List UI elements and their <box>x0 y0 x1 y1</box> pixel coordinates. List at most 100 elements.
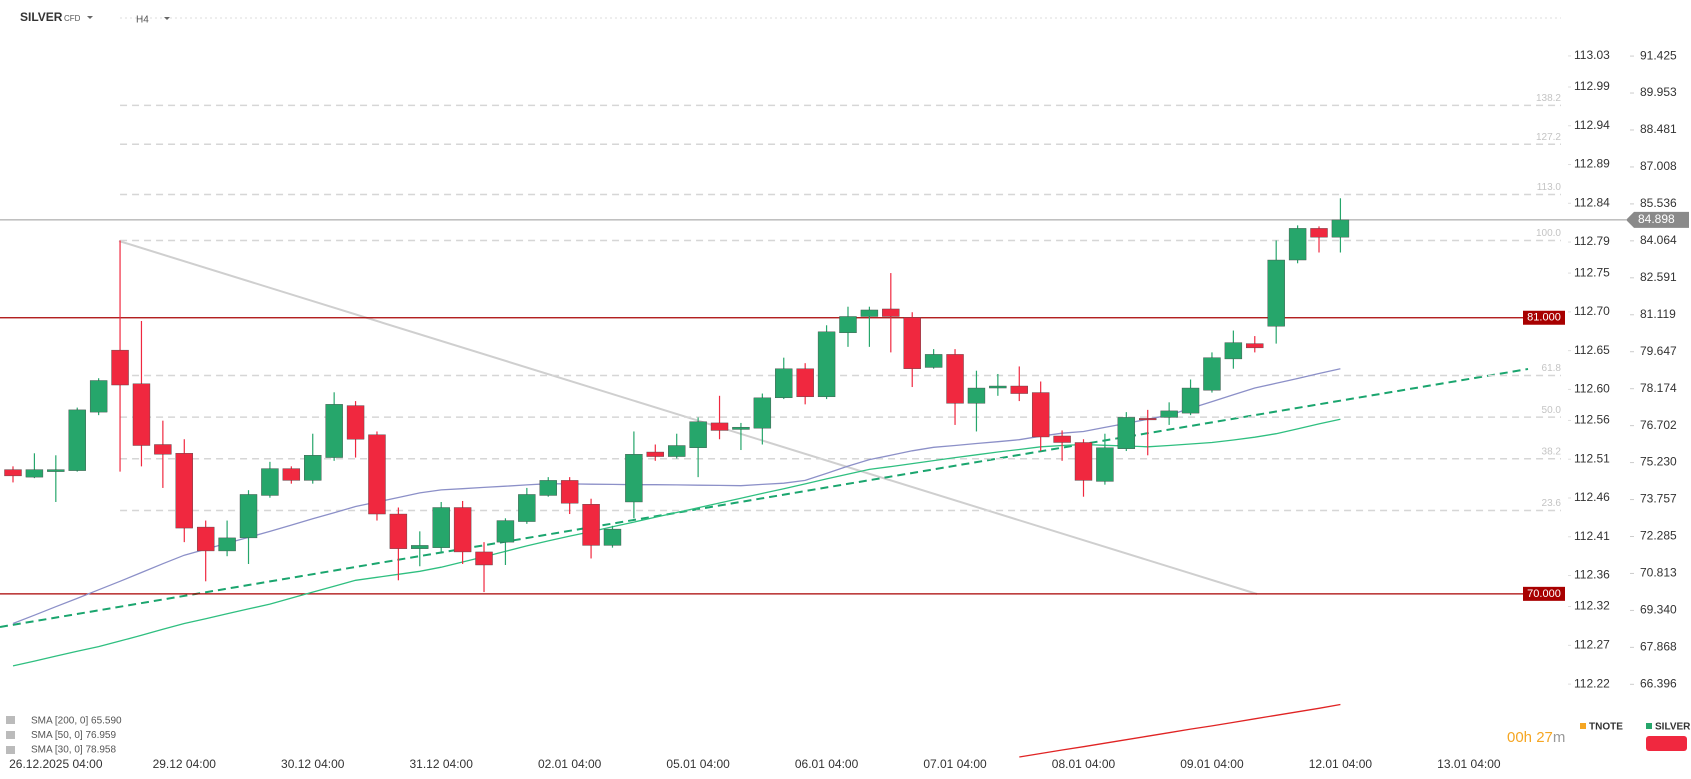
candle-body <box>796 368 814 398</box>
y2-tick-label: 112.32 <box>1574 599 1610 613</box>
trend-tool[interactable] <box>0 368 1529 628</box>
y-tick-label: 73.757 <box>1640 492 1677 506</box>
y-tick-label: 70.813 <box>1640 566 1677 580</box>
candle-body <box>882 308 900 317</box>
candle-body <box>924 354 943 368</box>
candle-body <box>1053 435 1071 443</box>
y2-tick-label: 112.75 <box>1574 265 1610 279</box>
candle-body <box>47 469 65 472</box>
candle-body <box>175 453 193 529</box>
y-tick-label: 78.174 <box>1640 381 1677 395</box>
symbol-chip-label: TNOTE <box>1589 722 1623 733</box>
candle-body <box>710 422 729 431</box>
candle-body <box>1288 228 1307 261</box>
candle-body <box>1181 387 1200 414</box>
candle-body <box>196 526 215 552</box>
candle-body <box>389 513 408 549</box>
candle-body <box>560 480 579 504</box>
symbol-dropdown[interactable] <box>87 16 93 19</box>
candle-body <box>304 455 322 481</box>
y2-tick-label: 112.36 <box>1574 568 1610 582</box>
y-tick-label: 66.396 <box>1640 676 1677 690</box>
y-tick-label: 88.481 <box>1640 122 1677 136</box>
symbol-chip-label: SILVER <box>1655 722 1691 733</box>
y2-tick-label: 112.89 <box>1574 157 1610 171</box>
x-tick-label: 02.01 04:00 <box>538 757 602 771</box>
countdown: 00h 27m <box>1507 729 1565 746</box>
level-badge <box>1523 310 1565 325</box>
candle-body <box>325 404 343 458</box>
candle-body <box>1031 392 1050 438</box>
candle-body <box>518 494 536 522</box>
y-tick-label: 79.647 <box>1640 344 1677 358</box>
symbol-chip <box>1646 723 1652 729</box>
legend-icon[interactable] <box>6 731 15 739</box>
y-tick-label: 82.591 <box>1640 270 1677 284</box>
symbol[interactable]: SILVER <box>20 10 63 24</box>
fib-label: 113.0 <box>1537 182 1562 193</box>
y2-tick-label: 112.60 <box>1574 382 1610 396</box>
candle-body <box>368 434 386 515</box>
symbol-chip <box>1580 723 1586 729</box>
fib-label: 138.2 <box>1536 93 1561 104</box>
candle-body <box>1117 417 1136 449</box>
x-tick-label: 07.01 04:00 <box>923 757 987 771</box>
last-price-badge <box>1626 211 1689 228</box>
y2-tick-label: 112.84 <box>1574 195 1610 209</box>
candle-body <box>1331 219 1350 238</box>
candle-body <box>1010 385 1028 394</box>
candle-body <box>111 349 129 386</box>
symbol-badge[interactable] <box>1646 736 1687 751</box>
legend-icon[interactable] <box>6 716 15 724</box>
legend-entry: SMA [50, 0] 76.959 <box>31 730 116 741</box>
y2-tick-label: 112.70 <box>1574 304 1610 318</box>
y-tick-label: 72.285 <box>1640 529 1677 543</box>
candle-body <box>1310 228 1328 238</box>
y-tick-label: 87.008 <box>1640 159 1677 173</box>
y-tick-label: 76.702 <box>1640 418 1677 432</box>
timeframe[interactable]: H4 <box>136 15 149 26</box>
candle-body <box>603 528 622 546</box>
candle-body <box>453 507 472 553</box>
candle-body <box>411 545 429 549</box>
candle-body <box>839 316 857 334</box>
y-tick-label: 91.425 <box>1640 48 1677 62</box>
candle-body <box>239 494 258 539</box>
candle-body <box>753 397 772 429</box>
candle-body <box>475 551 493 566</box>
sma-line <box>12 368 1341 625</box>
fib-label: 61.8 <box>1542 363 1562 374</box>
x-tick-label: 31.12 04:00 <box>409 757 473 771</box>
candle-body <box>1267 259 1285 327</box>
timeframe-dropdown[interactable] <box>164 17 170 20</box>
candle-body <box>68 409 86 471</box>
candle-body <box>1096 447 1114 482</box>
indicator-legend: SMA [200, 0] 65.590 SMA [50, 0] 76.959 SMA… <box>6 716 122 756</box>
candle-body <box>646 451 664 457</box>
x-tick-label: 09.01 04:00 <box>1180 757 1244 771</box>
candle-body <box>132 383 151 446</box>
candle-body <box>668 445 686 457</box>
y-tick-label: 81.119 <box>1640 307 1676 321</box>
candle-body <box>25 469 44 478</box>
fib-label: 38.2 <box>1542 446 1562 457</box>
candle-body <box>860 309 879 317</box>
candle-body <box>1224 342 1243 360</box>
x-tick-label: 30.12 04:00 <box>281 757 345 771</box>
candle-body <box>775 368 793 399</box>
fib-label: 23.6 <box>1542 498 1562 509</box>
y2-tick-label: 112.22 <box>1574 676 1610 690</box>
y2-tick-label: 112.46 <box>1574 490 1610 504</box>
candle-body <box>1203 357 1221 391</box>
y2-tick-label: 112.27 <box>1574 638 1610 652</box>
y2-tick-label: 112.79 <box>1574 234 1610 248</box>
y-tick-label: 84.064 <box>1640 233 1677 247</box>
candle-body <box>1139 418 1157 421</box>
fib-label: 127.2 <box>1536 132 1561 143</box>
instrument-type: CFD <box>64 14 81 23</box>
fib-label: 50.0 <box>1542 405 1562 416</box>
legend-icon[interactable] <box>6 746 15 754</box>
candle-body <box>89 380 108 413</box>
